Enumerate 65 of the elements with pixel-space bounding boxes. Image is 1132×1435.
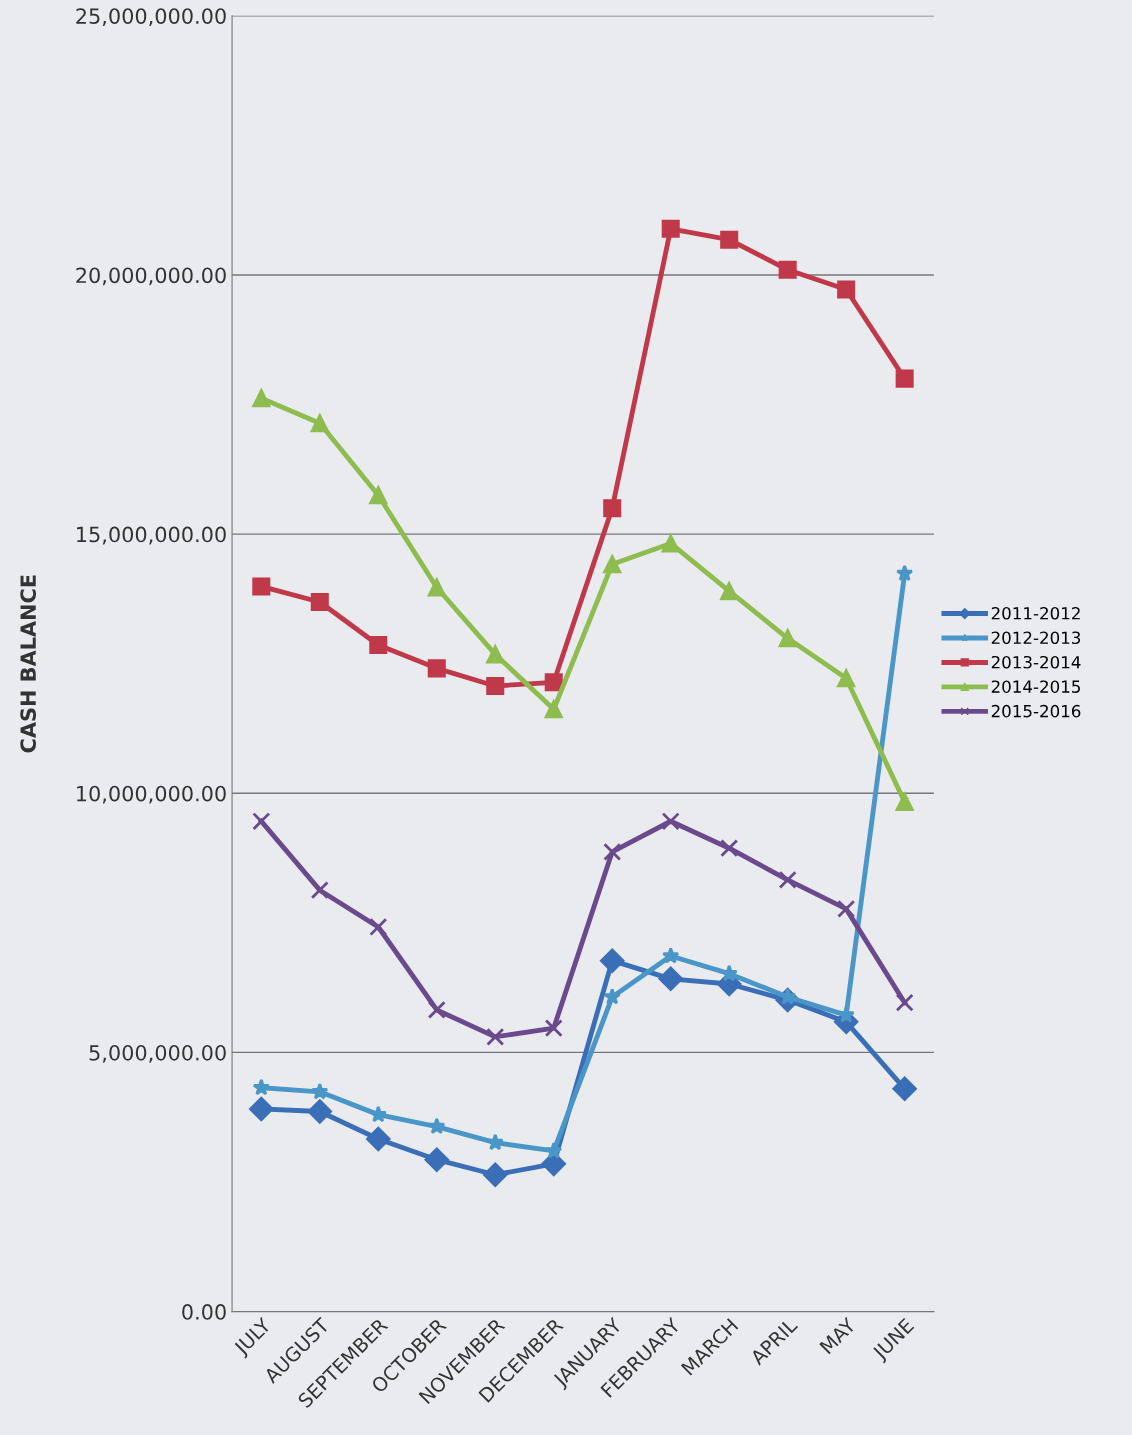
point [486,645,505,664]
point [424,1147,449,1172]
legend-label: 2012-2013 [991,631,1081,645]
point [778,629,797,648]
point [249,1096,274,1122]
point [483,1162,508,1187]
point [661,812,680,831]
point [252,812,271,831]
point [603,555,622,574]
point [662,946,680,964]
point [427,659,446,678]
point [720,230,739,249]
point [895,993,914,1012]
point [252,389,271,408]
point [837,899,856,918]
point [896,564,914,582]
point [544,1019,563,1038]
point [545,1141,563,1159]
point [895,369,914,388]
point [892,1076,917,1101]
point [310,881,329,900]
point [544,673,563,692]
legend-label: 2011-2012 [991,606,1080,620]
point [895,793,914,812]
point [720,582,739,601]
y-axis-title: CASH BALANCE [20,575,37,753]
point [311,1082,329,1100]
point [428,1117,446,1135]
point [369,636,388,655]
point [603,842,622,861]
point [252,577,271,596]
point [720,839,739,858]
point [486,1133,504,1151]
point [778,870,797,889]
point [310,592,329,612]
legend-label: 2015-2016 [991,704,1081,718]
point [366,1126,391,1152]
point [252,1078,270,1096]
point [486,676,505,695]
point [837,280,856,299]
point [658,966,683,992]
y-tick-label: 0.00 [182,1304,226,1320]
y-tick-label: 25,000,000.00 [76,8,226,27]
point [369,486,388,505]
point [310,414,329,433]
point [661,534,680,553]
point [427,1000,446,1019]
y-tick-label: 15,000,000.00 [77,526,226,545]
point [603,499,622,518]
point [369,1105,387,1123]
point [661,219,680,238]
point [369,917,388,937]
point [778,260,797,279]
point [307,1099,332,1124]
y-tick-label: 5,000,000.00 [89,1044,226,1063]
point [544,700,563,719]
point [427,578,446,597]
y-tick-label: 20,000,000.00 [76,267,226,286]
legend-label: 2013-2014 [991,655,1081,669]
legend-label: 2014-2015 [991,680,1080,693]
point [600,948,625,973]
point [837,669,856,688]
point [603,987,621,1005]
point [486,1027,505,1046]
y-tick-label: 10,000,000.00 [77,785,226,804]
